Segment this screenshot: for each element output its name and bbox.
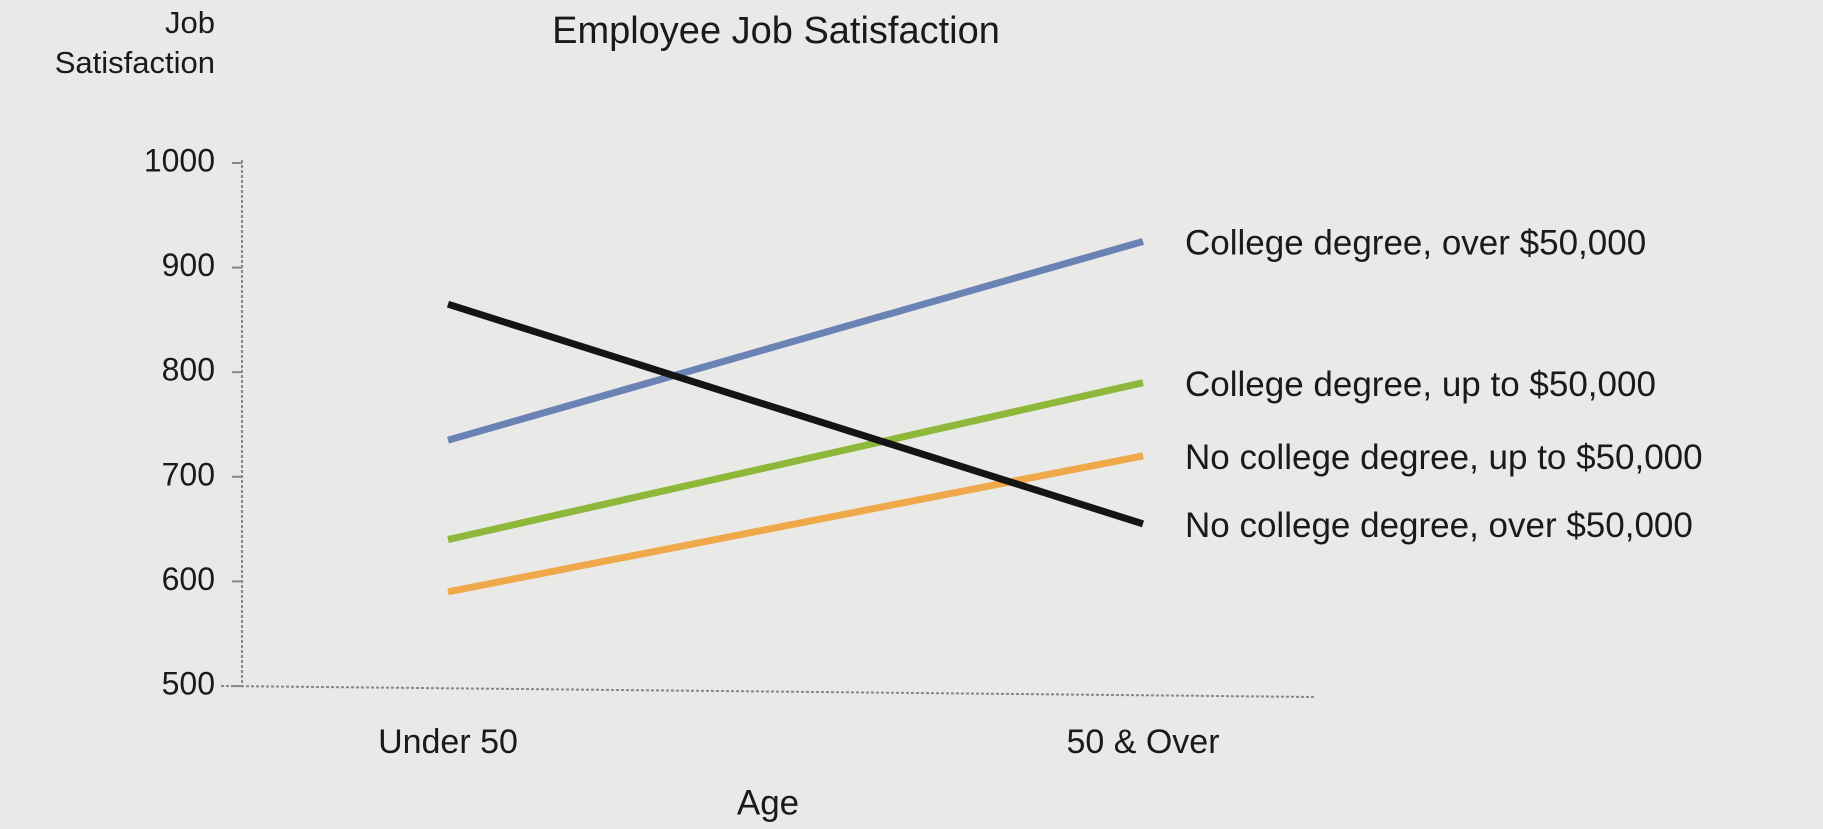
series-label: No college degree, over $50,000 — [1185, 506, 1693, 545]
y-tick-label: 1000 — [144, 142, 215, 178]
y-tick-label: 600 — [162, 561, 215, 597]
y-axis-label: Job — [165, 5, 215, 40]
series-label: College degree, over $50,000 — [1185, 224, 1646, 263]
y-tick-label: 900 — [162, 247, 215, 283]
x-axis — [220, 685, 1315, 698]
x-tick-label: Under 50 — [378, 723, 518, 761]
series-line — [447, 238, 1144, 444]
x-axis-label: Age — [737, 783, 799, 822]
x-tick-label: 50 & Over — [1066, 723, 1219, 761]
series-label: No college degree, up to $50,000 — [1185, 438, 1703, 477]
y-tick-label: 700 — [162, 456, 215, 492]
series-line — [447, 452, 1144, 596]
chart-title: Employee Job Satisfaction — [552, 10, 1000, 52]
series-label: College degree, up to $50,000 — [1185, 365, 1656, 404]
y-axis-label: Satisfaction — [55, 45, 215, 80]
y-tick-label: 800 — [162, 352, 215, 388]
series-line — [447, 379, 1144, 543]
series-line — [446, 300, 1145, 528]
y-tick-label: 500 — [162, 665, 215, 701]
